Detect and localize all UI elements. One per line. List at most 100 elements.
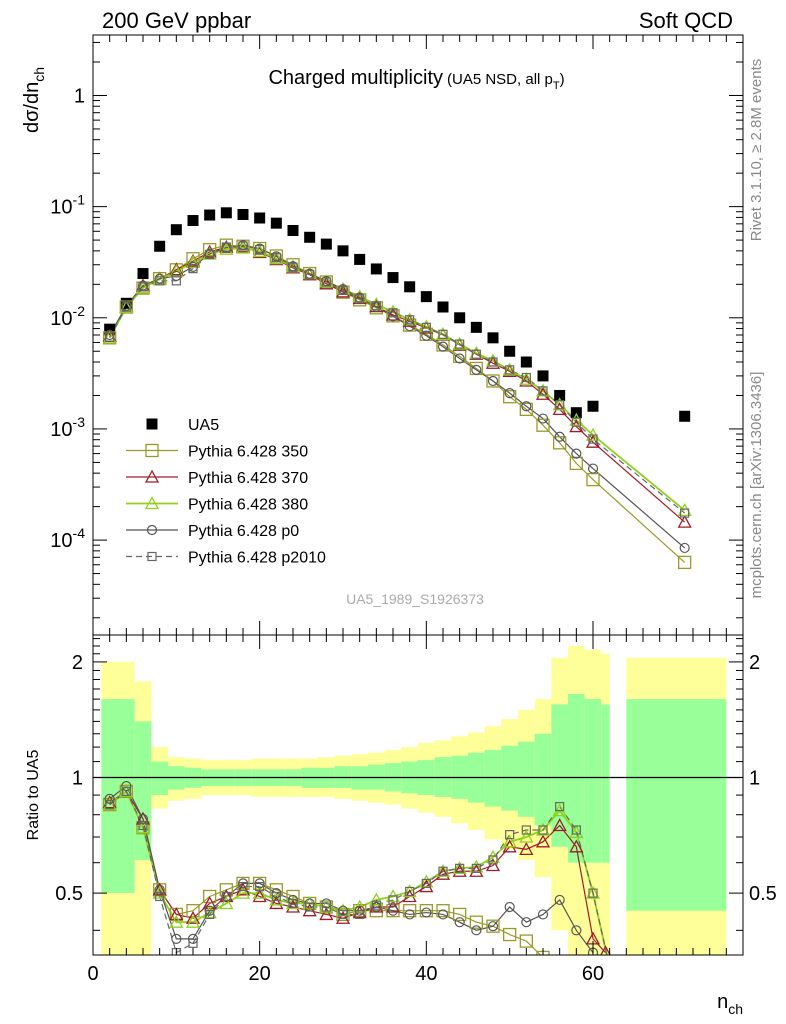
data-point-p2010 bbox=[288, 262, 298, 272]
data-point-ua5 bbox=[320, 238, 332, 250]
legend-marker-p2010 bbox=[147, 551, 157, 562]
ratio-point-p2010 bbox=[588, 888, 598, 898]
ratio-point-p2010 bbox=[188, 938, 198, 948]
ratio-point-p350 bbox=[203, 889, 217, 904]
ratio-point-p2010 bbox=[255, 881, 265, 892]
data-point-p2010 bbox=[105, 332, 115, 342]
ratio-point-p350 bbox=[286, 889, 300, 904]
y-tick-label: 1 bbox=[74, 85, 85, 107]
data-point-p380 bbox=[519, 371, 534, 385]
analysis-label: UA5_1989_S1926373 bbox=[346, 591, 484, 607]
data-point-p350 bbox=[253, 241, 267, 256]
ratio-point-p350 bbox=[436, 904, 450, 918]
ratio-point-p2010 bbox=[321, 902, 331, 912]
chart-subtitle: (UA5 NSD, all pT) bbox=[447, 71, 565, 92]
data-point-ua5 bbox=[554, 389, 566, 401]
data-point-p370 bbox=[352, 291, 367, 305]
ratio-point-p380 bbox=[502, 834, 517, 848]
legend-label-p2010: Pythia 6.428 p2010 bbox=[188, 550, 326, 567]
data-point-ua5 bbox=[454, 312, 466, 324]
ratio-point-p380 bbox=[202, 905, 217, 919]
ratio-point-p0 bbox=[104, 793, 115, 804]
data-point-p0 bbox=[471, 364, 482, 375]
series-line-p2010 bbox=[109, 245, 686, 514]
data-point-p350 bbox=[569, 456, 583, 471]
data-point-ua5 bbox=[420, 291, 432, 303]
data-point-p370 bbox=[677, 514, 692, 528]
data-point-p380 bbox=[269, 251, 284, 265]
ratio-point-p2010 bbox=[221, 891, 231, 902]
ratio-point-p2010 bbox=[505, 830, 515, 840]
ratio-point-p2010 bbox=[205, 909, 215, 920]
ratio-point-p380 bbox=[252, 885, 267, 899]
data-point-ua5 bbox=[137, 268, 149, 280]
main-plot-panel: 1 10-1 10-2 10-3 10-4 dσ/dnch Charged multipli… bbox=[21, 34, 744, 636]
ratio-point-p370 bbox=[435, 866, 451, 880]
ratio-y-axis-label: Ratio to UA5 bbox=[25, 750, 42, 841]
ratio-point-p2010 bbox=[338, 909, 348, 920]
data-point-p350 bbox=[503, 390, 517, 404]
y-tick-label: 10-2 bbox=[50, 303, 85, 330]
data-point-p2010 bbox=[455, 339, 465, 349]
ratio-point-p0 bbox=[487, 921, 499, 932]
ratio-point-p370 bbox=[535, 834, 551, 848]
data-point-p0 bbox=[521, 401, 532, 412]
data-point-p370 bbox=[202, 244, 217, 258]
legend-marker-p0 bbox=[146, 524, 158, 536]
ratio-point-p370 bbox=[252, 889, 267, 903]
data-point-p2010 bbox=[488, 357, 498, 367]
band-inner bbox=[518, 741, 535, 817]
data-point-ua5 bbox=[487, 332, 499, 344]
band-inner bbox=[501, 745, 518, 811]
data-point-ua5 bbox=[254, 212, 266, 224]
data-point-p2010 bbox=[171, 276, 181, 286]
data-point-ua5 bbox=[470, 321, 482, 333]
ratio-point-p2010 bbox=[471, 863, 481, 873]
ratio-point-p0 bbox=[471, 925, 482, 936]
ratio-y-tick-label-left: 1 bbox=[72, 768, 83, 790]
ratio-point-p0 bbox=[137, 813, 149, 825]
ratio-point-p0 bbox=[387, 905, 399, 916]
ratio-point-p0 bbox=[554, 894, 565, 906]
data-point-p0 bbox=[587, 463, 599, 474]
data-point-p350 bbox=[536, 418, 550, 432]
ratio-point-p370 bbox=[335, 910, 351, 924]
ratio-point-p370 bbox=[285, 899, 301, 913]
data-point-p370 bbox=[519, 373, 534, 387]
ratio-point-p2010 bbox=[305, 902, 315, 912]
ratio-point-p2010 bbox=[371, 900, 381, 910]
band-inner bbox=[151, 761, 168, 796]
data-point-ua5 bbox=[170, 224, 182, 236]
ratio-point-p370 bbox=[269, 896, 284, 910]
data-point-p370 bbox=[402, 313, 417, 327]
data-point-ua5 bbox=[204, 209, 216, 221]
ratio-point-p370 bbox=[385, 899, 401, 913]
data-point-p2010 bbox=[471, 349, 481, 359]
ratio-point-p0 bbox=[121, 780, 132, 792]
ratio-point-p2010 bbox=[438, 866, 448, 876]
data-point-p2010 bbox=[271, 252, 281, 263]
data-point-ua5 bbox=[337, 245, 349, 257]
data-point-ua5 bbox=[304, 231, 316, 243]
ratio-point-p380 bbox=[402, 884, 417, 898]
data-point-ua5 bbox=[520, 356, 532, 368]
data-point-p380 bbox=[435, 326, 451, 340]
data-point-p2010 bbox=[205, 249, 215, 259]
ratio-point-p2010 bbox=[521, 825, 531, 835]
data-point-p380 bbox=[402, 312, 417, 326]
data-point-p380 bbox=[202, 246, 217, 260]
ratio-point-p2010 bbox=[571, 825, 581, 835]
x-axis-label: nch bbox=[717, 991, 743, 1017]
legend-label-ua5: UA5 bbox=[188, 417, 219, 434]
data-point-p2010 bbox=[371, 301, 381, 311]
ratio-point-p380 bbox=[369, 892, 384, 906]
ratio-point-p2010 bbox=[388, 895, 398, 905]
ratio-point-p0 bbox=[421, 907, 432, 918]
ratio-point-p350 bbox=[519, 934, 533, 948]
side-label-bottom: mcplots.cern.ch [arXiv:1306.3436] bbox=[748, 372, 765, 599]
data-point-p2010 bbox=[505, 365, 515, 375]
data-point-p2010 bbox=[421, 322, 431, 332]
data-point-p380 bbox=[552, 397, 567, 411]
